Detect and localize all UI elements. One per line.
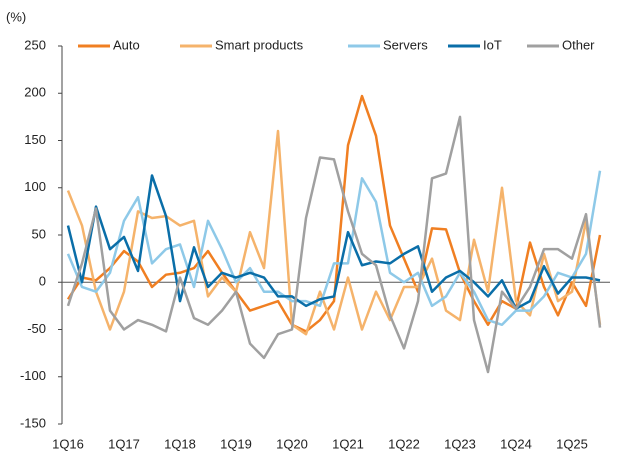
y-tick-label: 50 [32,226,46,241]
y-tick-label: 250 [24,37,46,52]
y-tick-label: 100 [24,179,46,194]
x-tick-label: 1Q22 [388,436,420,451]
y-tick-label: 150 [24,132,46,147]
series-line [66,129,602,336]
x-tick-label: 1Q21 [332,436,364,451]
legend-label: Other [562,37,595,52]
series-line [66,94,602,333]
x-tick-label: 1Q19 [220,436,252,451]
x-tick-label: 1Q25 [556,436,588,451]
legend-label: Auto [113,37,140,52]
x-tick-label: 1Q16 [52,436,84,451]
y-tick-label: -50 [27,321,46,336]
x-tick-label: 1Q24 [500,436,532,451]
y-tick-label: 0 [39,274,46,289]
y-tick-label: -150 [20,415,46,430]
legend-label: IoT [483,37,502,52]
y-tick-label: -100 [20,368,46,383]
legend-label: Smart products [215,37,304,52]
series-line [66,170,602,327]
y-unit-label: (%) [6,9,26,24]
legend-label: Servers [383,37,428,52]
series-line [66,115,602,374]
x-tick-label: 1Q17 [108,436,140,451]
x-tick-label: 1Q23 [444,436,476,451]
series-line [66,174,601,310]
x-tick-label: 1Q20 [276,436,308,451]
x-tick-label: 1Q18 [164,436,196,451]
y-tick-label: 200 [24,85,46,100]
